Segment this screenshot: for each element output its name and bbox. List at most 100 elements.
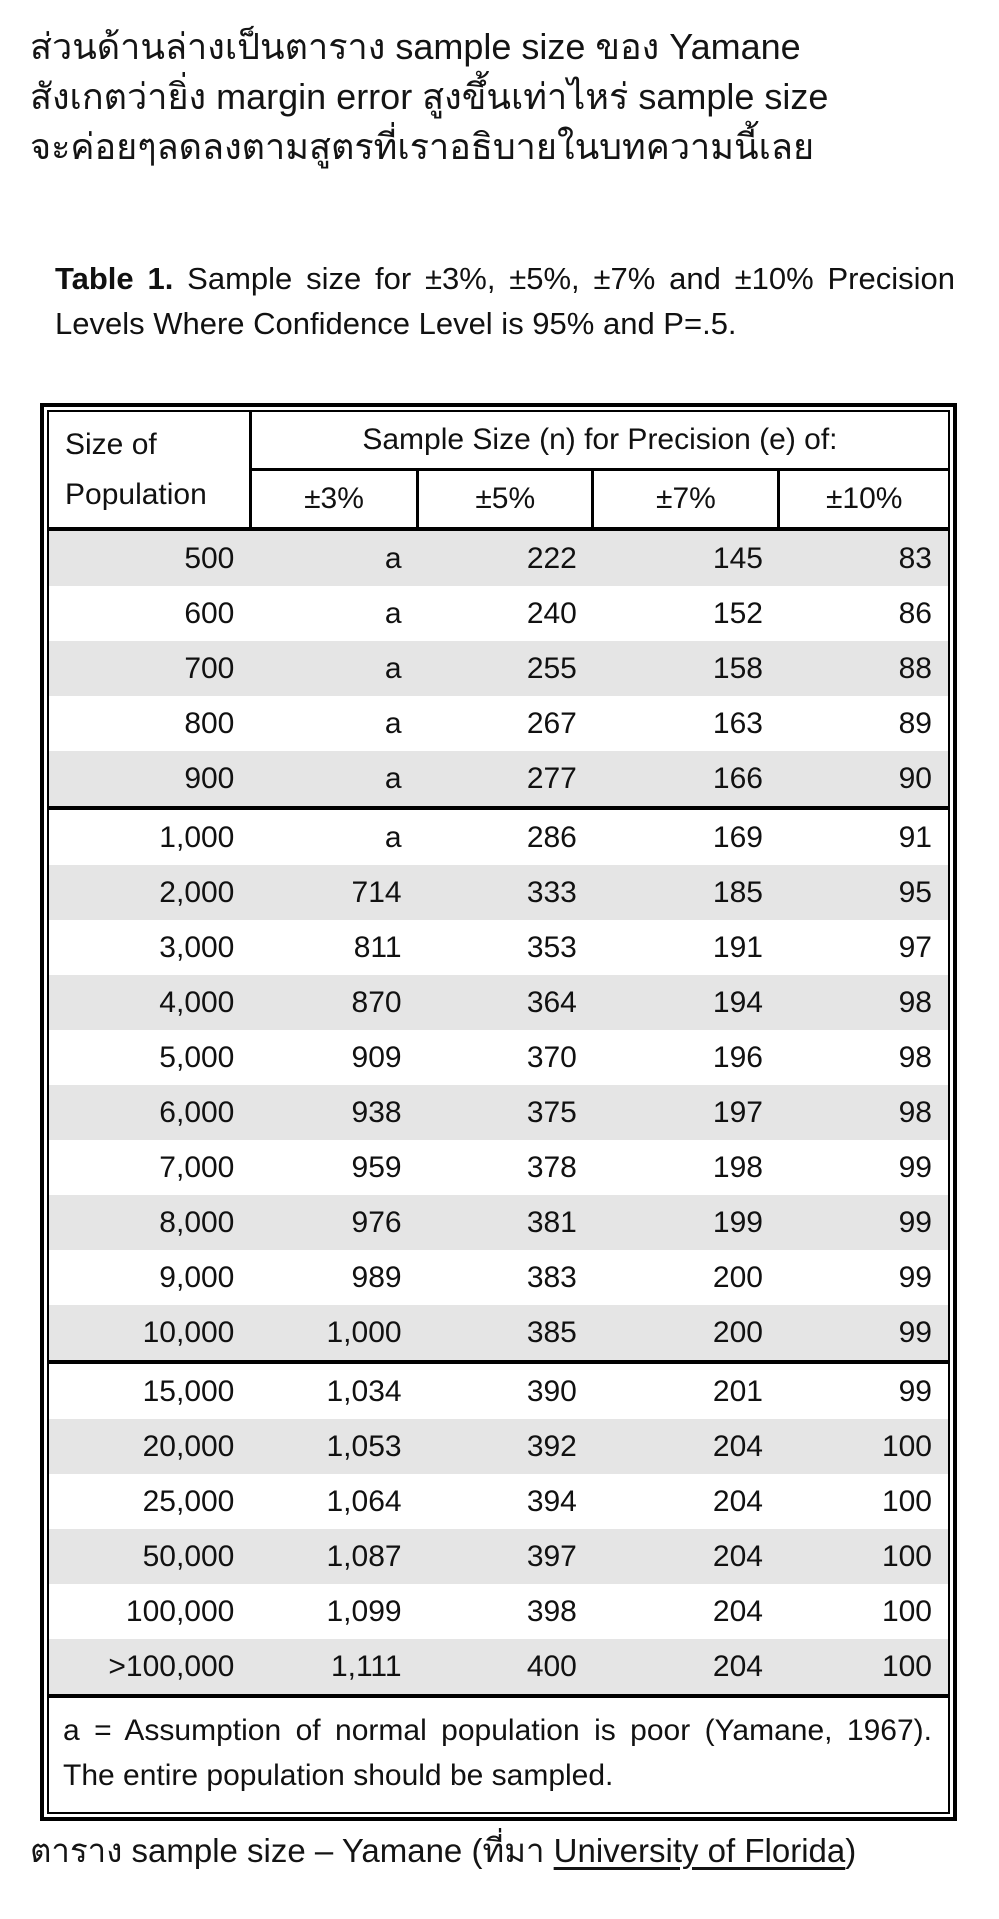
source-link[interactable]: University of Florida	[553, 1832, 846, 1869]
intro-text: ส่วนด้านล่างเป็นตาราง sample size ของ Ya…	[30, 22, 979, 172]
table-row: 2,000 714 333 185 95	[49, 865, 948, 920]
table-cell: 99	[898, 1150, 932, 1184]
table-cell: 98	[898, 1040, 932, 1074]
table-cell: 99	[778, 1360, 948, 1419]
table-cell: 200	[712, 1260, 763, 1294]
table-cell: 199	[592, 1195, 779, 1250]
table-row: 15,000 1,034 390 201 99	[49, 1360, 948, 1419]
table-cell: 91	[778, 806, 948, 865]
table-cell: >100,000	[49, 1639, 251, 1696]
table-cell: 381	[417, 1195, 593, 1250]
table-cell: 158	[592, 641, 779, 696]
table-cell: 100	[778, 1639, 948, 1696]
table-cell: 2,000	[49, 865, 251, 920]
table-cell: 166	[592, 751, 779, 808]
header-precision-col: ±10%	[778, 469, 948, 531]
table-cell: 370	[526, 1040, 577, 1074]
table-cell: 870	[250, 975, 418, 1030]
table-cell: a	[384, 706, 402, 740]
table-cell: 333	[417, 865, 593, 920]
table-cell: 5,000	[159, 1040, 235, 1074]
table-cell: 600	[184, 596, 235, 630]
table-cell: 390	[417, 1360, 593, 1419]
table-cell: 976	[250, 1195, 418, 1250]
table-cell: 198	[712, 1150, 763, 1184]
intro-line: จะค่อยๆลดลงตามสูตรที่เราอธิบายในบทความนี…	[30, 126, 815, 167]
table-cell: 50,000	[49, 1529, 251, 1584]
table-cell: 200	[592, 1305, 779, 1362]
table-cell: 194	[592, 975, 779, 1030]
table-cell: 197	[592, 1085, 779, 1140]
table-title: Table 1. Sample size for ±3%, ±5%, ±7% a…	[55, 256, 955, 346]
table-cell: 364	[417, 975, 593, 1030]
footnote-row: a = Assumption of normal population is p…	[49, 1694, 948, 1812]
table-row: 600 a 240 152 86	[49, 586, 948, 641]
header-precision-col: ±3%	[250, 469, 420, 531]
table-cell: 378	[526, 1150, 577, 1184]
table-cell: a	[250, 641, 418, 696]
caption-prefix: ตาราง sample size – Yamane (ที่มา	[30, 1832, 554, 1869]
table-cell: 1,064	[326, 1484, 402, 1518]
table-row: 8,000 976 381 199 99	[49, 1195, 948, 1250]
table-row: 9,000 989 383 200 99	[49, 1250, 948, 1305]
header-precision-col: ±5%	[417, 469, 595, 531]
table-cell: a	[250, 751, 418, 808]
table-cell: 99	[778, 1305, 948, 1362]
table-cell: 385	[417, 1305, 593, 1362]
table-cell: 89	[898, 706, 932, 740]
table-cell: 196	[712, 1040, 763, 1074]
table-cell: 100	[881, 1484, 932, 1518]
table-cell: 398	[526, 1594, 577, 1628]
table-cell: 4,000	[49, 975, 251, 1030]
table-cell: a	[250, 529, 418, 586]
intro-line: ส่วนด้านล่างเป็นตาราง sample size ของ Ya…	[30, 26, 801, 67]
table-row: 500 a 222 145 83	[49, 529, 948, 586]
caption: ตาราง sample size – Yamane (ที่มา Univer…	[30, 1824, 856, 1877]
table-row: 3,000 811 353 191 97	[49, 920, 948, 975]
table-cell: 152	[712, 596, 763, 630]
table-cell: 400	[417, 1639, 593, 1696]
table-row: 5,000 909 370 196 98	[49, 1030, 948, 1085]
table-cell: 277	[417, 751, 593, 808]
header-row-precision: ±3% ±5% ±7% ±10%	[49, 469, 948, 531]
table-cell: 25,000	[142, 1484, 235, 1518]
table-cell: 938	[250, 1085, 418, 1140]
table-cell: 201	[592, 1360, 779, 1419]
table-cell: 394	[526, 1484, 577, 1518]
table-cell: 145	[592, 529, 779, 586]
table-cell: 811	[353, 930, 402, 964]
table-cell: 100,000	[125, 1594, 235, 1628]
table-row: 50,000 1,087 397 204 100	[49, 1529, 948, 1584]
table-cell: 88	[778, 641, 948, 696]
table-cell: 700	[49, 641, 251, 696]
table-cell: 383	[526, 1260, 577, 1294]
table-cell: 204	[712, 1594, 763, 1628]
table-title-label: Table 1.	[55, 261, 174, 296]
header-sample-size-span: Sample Size (n) for Precision (e) of:	[250, 412, 948, 471]
table-cell: 1,000	[250, 1305, 418, 1362]
table-cell: 1,099	[326, 1594, 402, 1628]
table-cell: 392	[417, 1419, 593, 1474]
table-cell: 353	[526, 930, 577, 964]
table-row: 100,000 1,099 398 204 100	[49, 1584, 948, 1639]
header-size-of-population: Size of Population	[49, 412, 252, 531]
table-cell: 185	[592, 865, 779, 920]
table-cell: 99	[898, 1260, 932, 1294]
table-cell: 800	[184, 706, 235, 740]
table-cell: 1,034	[250, 1360, 418, 1419]
header-row-1: Size of Population Sample Size (n) for P…	[49, 412, 948, 531]
table-cell: 397	[417, 1529, 593, 1584]
table-footnote: a = Assumption of normal population is p…	[49, 1694, 948, 1812]
table-cell: a	[384, 596, 402, 630]
table-cell: 100	[778, 1529, 948, 1584]
table-cell: 222	[417, 529, 593, 586]
table-cell: 10,000	[49, 1305, 251, 1362]
table-inner-border: Size of Population Sample Size (n) for P…	[47, 410, 950, 1814]
table-cell: 100	[881, 1594, 932, 1628]
table-cell: 8,000	[49, 1195, 251, 1250]
table-cell: 99	[778, 1195, 948, 1250]
table-cell: 714	[250, 865, 418, 920]
table-row: 900 a 277 166 90	[49, 751, 948, 808]
table-cell: 500	[49, 529, 251, 586]
table-row: 20,000 1,053 392 204 100	[49, 1419, 948, 1474]
